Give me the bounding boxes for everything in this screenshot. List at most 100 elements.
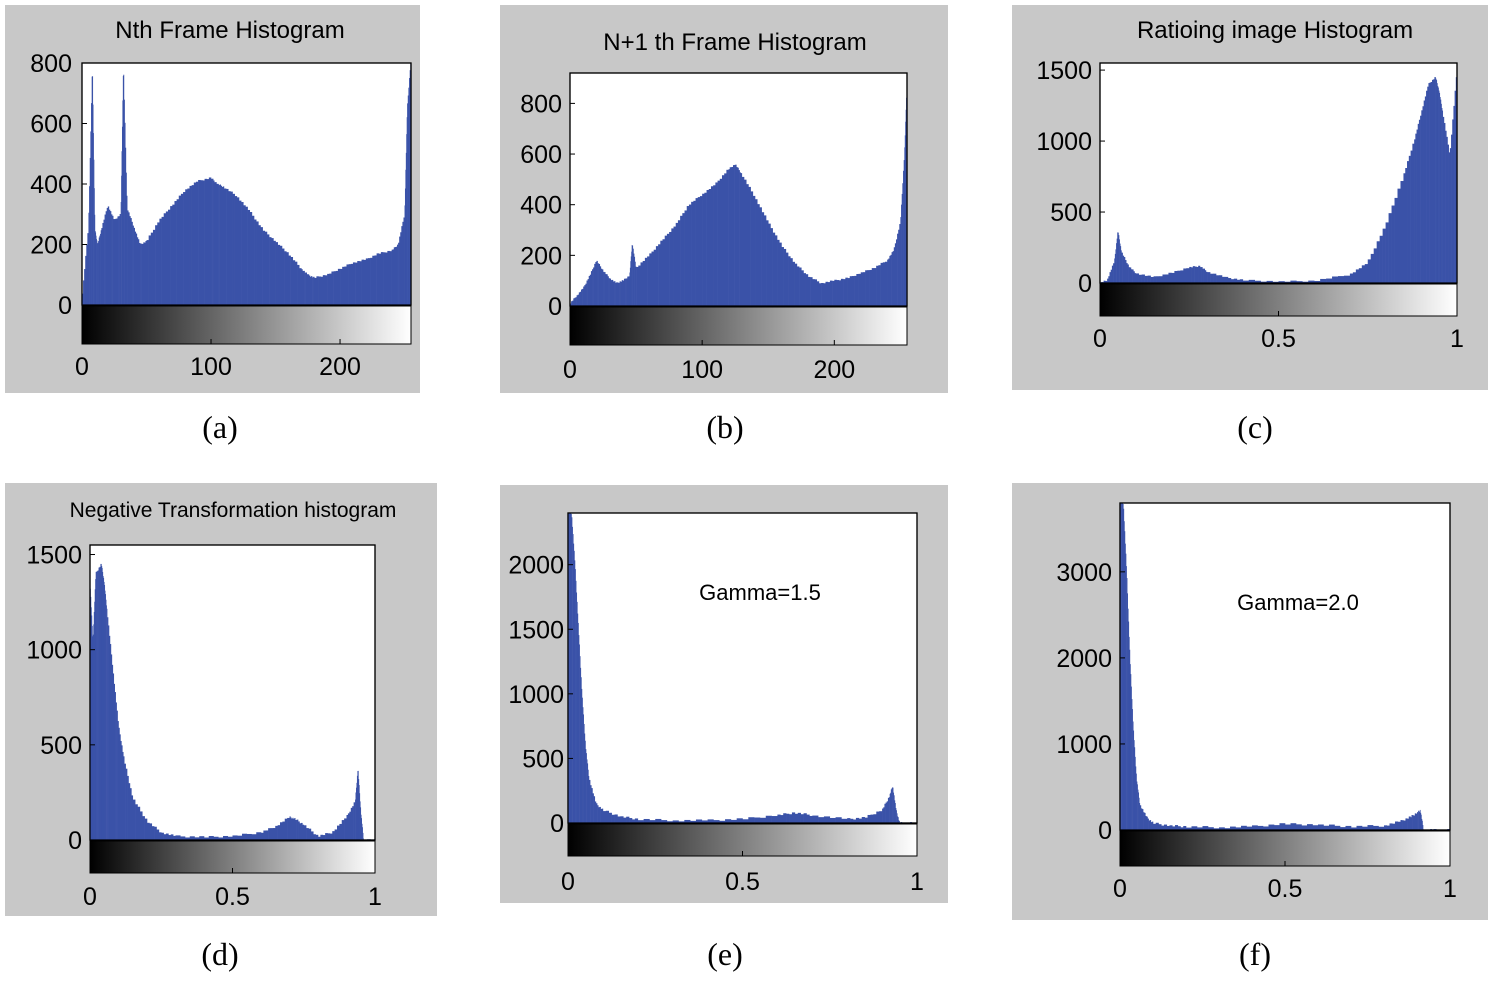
histogram-bar — [588, 779, 591, 823]
histogram-bar — [614, 814, 618, 823]
histogram-bar — [816, 281, 820, 306]
x-tick-label: 0 — [561, 868, 575, 896]
histogram-bar — [249, 212, 253, 305]
y-tick-label: 800 — [30, 50, 72, 78]
histogram-bar — [1138, 792, 1139, 830]
histogram-bar — [779, 242, 782, 306]
histogram-bar — [604, 272, 606, 306]
histogram-bar — [1414, 813, 1417, 830]
histogram-bar — [882, 262, 886, 306]
histogram-bar — [154, 826, 157, 840]
histogram-bar — [598, 807, 600, 823]
histogram-bar — [1252, 825, 1258, 830]
histogram-bar — [1135, 773, 1137, 830]
histogram-bar — [105, 594, 106, 840]
histogram-bar — [1236, 279, 1241, 283]
histogram-bar — [823, 283, 826, 306]
histogram-bar — [92, 76, 94, 305]
panel-caption: (a) — [202, 409, 238, 445]
histogram-bar — [1202, 826, 1209, 830]
histogram-bar — [1213, 828, 1220, 830]
histogram-bar — [269, 237, 272, 305]
histogram-bar — [803, 273, 806, 306]
histogram-bar — [1216, 275, 1220, 283]
histogram-bar — [322, 275, 326, 305]
histogram-bar — [892, 251, 895, 306]
histogram-bar — [658, 244, 661, 306]
histogram-bar — [301, 269, 303, 305]
histogram-bar — [100, 563, 102, 840]
histogram-bar — [576, 592, 578, 823]
histogram-bar — [1403, 173, 1406, 283]
histogram-bar — [109, 211, 112, 305]
histogram-bar — [94, 601, 96, 840]
histogram-bar — [583, 723, 585, 823]
histogram-bar — [335, 270, 339, 305]
histogram-bar — [625, 278, 627, 306]
histogram-bar — [208, 177, 212, 305]
histogram-bar — [1122, 503, 1124, 830]
histogram-bar — [889, 793, 891, 823]
histogram-bar — [151, 826, 155, 840]
histogram-bar — [644, 257, 648, 306]
histogram-bar — [123, 74, 125, 305]
histogram-bar — [144, 242, 146, 305]
histogram-bar — [142, 816, 145, 840]
histogram-bar — [843, 279, 846, 306]
histogram-bar — [893, 247, 896, 306]
histogram-bar — [401, 226, 403, 305]
histogram-bar — [359, 261, 362, 305]
histogram-bar — [629, 267, 631, 306]
histogram-bar — [1392, 823, 1396, 830]
histogram-bar — [383, 252, 386, 305]
histogram-bar — [163, 834, 167, 840]
histogram-bar — [327, 273, 330, 305]
histogram-bar — [1418, 119, 1421, 283]
histogram-bar — [362, 827, 363, 840]
histogram-bar — [135, 804, 138, 840]
histogram-bar — [892, 787, 894, 823]
histogram-bar — [219, 184, 221, 305]
histogram-bar — [122, 100, 124, 306]
histogram-bar — [387, 250, 390, 305]
histogram-bar — [359, 793, 361, 840]
histogram-bar — [752, 195, 756, 306]
histogram-bar — [287, 817, 290, 840]
histogram-bar — [855, 817, 860, 823]
histogram-bar — [609, 278, 612, 306]
histogram-bar — [87, 233, 89, 305]
histogram-bar — [138, 242, 141, 305]
histogram-bar — [1254, 280, 1261, 283]
histogram-bar — [1134, 747, 1136, 830]
histogram-bar — [202, 180, 205, 305]
histogram-bar — [349, 811, 352, 840]
histogram-bar — [302, 824, 305, 840]
histogram-bar — [1419, 811, 1421, 830]
histogram-bar — [1180, 270, 1184, 283]
histogram-bar — [889, 797, 890, 823]
histogram-bar — [166, 833, 169, 840]
histogram-bar — [96, 238, 97, 305]
histogram-bar — [642, 260, 646, 306]
histogram-bar — [131, 795, 134, 840]
histogram-bar — [1312, 825, 1319, 830]
histogram-bar — [238, 200, 242, 305]
histogram-bar — [1186, 827, 1192, 830]
histogram-bar — [1364, 264, 1369, 283]
histogram-bar — [1422, 825, 1424, 830]
histogram-bar — [116, 710, 118, 840]
histogram-bar — [1436, 83, 1438, 283]
histogram-bar — [223, 835, 229, 840]
histogram-bar — [607, 276, 609, 306]
histogram-bar — [701, 820, 708, 823]
histogram-bar — [212, 178, 214, 305]
histogram-bar — [1128, 636, 1130, 830]
histogram-bar — [1413, 815, 1416, 830]
histogram-bar — [587, 279, 590, 306]
histogram-bar — [614, 281, 616, 306]
histogram-bar — [133, 227, 135, 305]
histogram-bar — [346, 815, 349, 840]
histogram-bar — [324, 275, 328, 305]
histogram-bar — [717, 180, 721, 306]
x-tick-label: 200 — [813, 356, 855, 384]
